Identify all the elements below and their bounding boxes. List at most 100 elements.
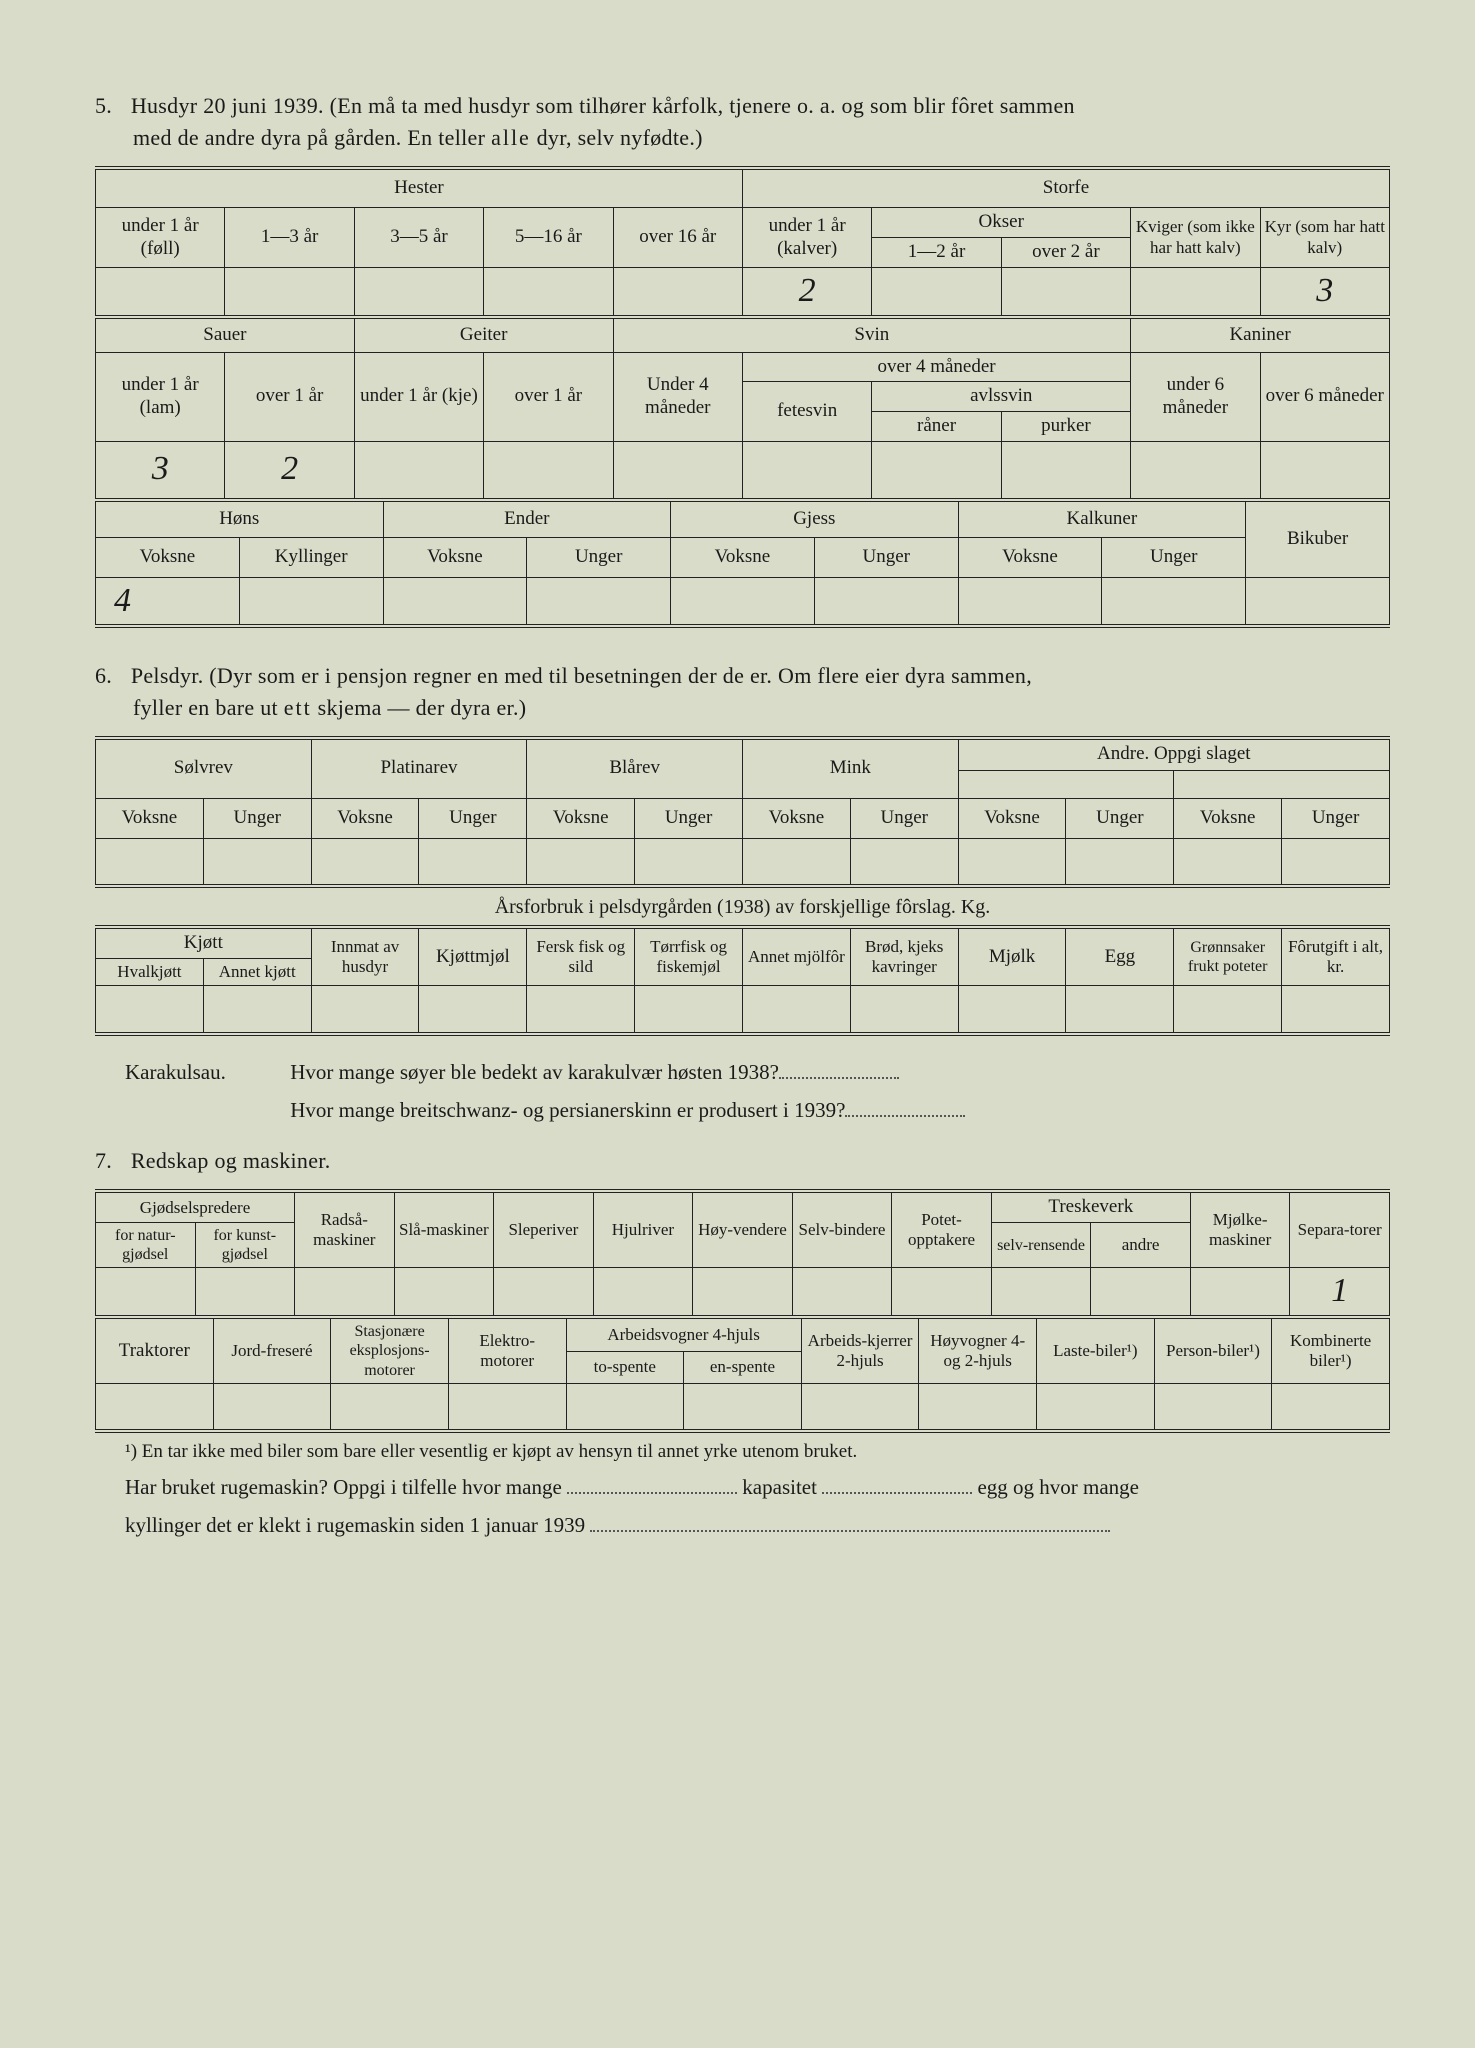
cell[interactable]: [311, 838, 419, 886]
table-husdyr-fjorfe: Høns Ender Gjess Kalkuner Bikuber Voksne…: [95, 501, 1390, 629]
cell[interactable]: [742, 986, 850, 1034]
cell[interactable]: [1190, 1268, 1290, 1317]
fill-line[interactable]: [822, 1475, 972, 1494]
cell[interactable]: [593, 1268, 693, 1317]
hd-arbeidsv: Arbeidsvogner 4-hjuls: [566, 1319, 801, 1351]
hd-v: Voksne: [96, 798, 204, 838]
footnote-biler: ¹) En tar ikke med biler som bare eller …: [95, 1441, 1390, 1463]
cell[interactable]: [494, 1268, 594, 1317]
cell[interactable]: [1174, 838, 1282, 886]
cell[interactable]: [613, 442, 742, 500]
cell[interactable]: [213, 1383, 331, 1431]
cell[interactable]: [684, 1383, 802, 1431]
cell[interactable]: [991, 1268, 1091, 1317]
cell[interactable]: [1246, 577, 1390, 626]
cell[interactable]: [527, 577, 671, 626]
cell[interactable]: [96, 986, 204, 1034]
cell[interactable]: [203, 838, 311, 886]
cell[interactable]: [1001, 267, 1130, 316]
fill-line[interactable]: [590, 1513, 1110, 1532]
cell[interactable]: [892, 1268, 992, 1317]
hd-o4m: over 4 måneder: [742, 352, 1130, 382]
fill-line[interactable]: [567, 1475, 737, 1494]
hd-hv: Voksne: [96, 537, 240, 577]
cell[interactable]: [527, 838, 635, 886]
cell[interactable]: [311, 986, 419, 1034]
cell[interactable]: [958, 838, 1066, 886]
cell[interactable]: [484, 267, 613, 316]
cell[interactable]: [1282, 986, 1390, 1034]
cell[interactable]: [225, 267, 354, 316]
val-kalver[interactable]: 2: [742, 267, 871, 316]
cell[interactable]: [693, 1268, 793, 1317]
cell[interactable]: [850, 838, 958, 886]
cell[interactable]: [331, 1383, 449, 1431]
cell[interactable]: [1272, 1383, 1390, 1431]
cell[interactable]: [958, 577, 1102, 626]
cell[interactable]: [527, 986, 635, 1034]
cell[interactable]: [354, 267, 483, 316]
cell[interactable]: [613, 267, 742, 316]
hd-okser-1-2: 1—2 år: [872, 238, 1001, 268]
cell[interactable]: [1154, 1383, 1272, 1431]
cell[interactable]: [566, 1383, 684, 1431]
cell[interactable]: [96, 267, 225, 316]
val-hons-v[interactable]: 4: [96, 577, 240, 626]
cell[interactable]: [872, 267, 1001, 316]
cell[interactable]: [1131, 442, 1260, 500]
hd-purker: purker: [1001, 412, 1130, 442]
cell[interactable]: [872, 442, 1001, 500]
fill-line[interactable]: [779, 1060, 899, 1079]
cell[interactable]: [958, 986, 1066, 1034]
cell[interactable]: [484, 442, 613, 500]
cell[interactable]: [1174, 986, 1282, 1034]
hd-innmat: Innmat av husdyr: [311, 927, 419, 986]
hd-gjodsel: Gjødselspredere: [96, 1191, 295, 1222]
cell[interactable]: [96, 1268, 196, 1317]
cell[interactable]: [635, 838, 743, 886]
cell[interactable]: [354, 442, 483, 500]
cell[interactable]: [295, 1268, 395, 1317]
cell[interactable]: [671, 577, 815, 626]
hd-v: Voksne: [311, 798, 419, 838]
cell[interactable]: [792, 1268, 892, 1317]
hd-arbeidsk: Arbeids-kjerrer 2-hjuls: [801, 1319, 919, 1384]
cell-andre-1[interactable]: [958, 770, 1174, 798]
cell[interactable]: [1001, 442, 1130, 500]
hd-o1-sau: over 1 år: [225, 352, 354, 441]
cell[interactable]: [742, 838, 850, 886]
hd-annet: Annet mjölfôr: [742, 927, 850, 986]
cell[interactable]: [195, 1268, 295, 1317]
cell[interactable]: [1131, 267, 1260, 316]
cell[interactable]: [1282, 838, 1390, 886]
cell[interactable]: [1066, 838, 1174, 886]
cell[interactable]: [1260, 442, 1389, 500]
val-sau-o1[interactable]: 2: [225, 442, 354, 500]
cell[interactable]: [850, 986, 958, 1034]
val-kyr[interactable]: 3: [1260, 267, 1389, 316]
cell[interactable]: [801, 1383, 919, 1431]
cell[interactable]: [635, 986, 743, 1034]
cell[interactable]: [814, 577, 958, 626]
cell-andre-2[interactable]: [1174, 770, 1390, 798]
cell[interactable]: [239, 577, 383, 626]
cell[interactable]: [919, 1383, 1037, 1431]
cell[interactable]: [203, 986, 311, 1034]
cell[interactable]: [1066, 986, 1174, 1034]
cell[interactable]: [1091, 1268, 1191, 1317]
ruge-l1c: egg og hvor mange: [977, 1475, 1139, 1499]
cell[interactable]: [96, 1383, 214, 1431]
cell[interactable]: [419, 986, 527, 1034]
cell[interactable]: [448, 1383, 566, 1431]
hd-jord: Jord-freseré: [213, 1319, 331, 1384]
cell[interactable]: [383, 577, 527, 626]
cell[interactable]: [742, 442, 871, 500]
val-lam[interactable]: 3: [96, 442, 225, 500]
cell[interactable]: [419, 838, 527, 886]
cell[interactable]: [96, 838, 204, 886]
cell[interactable]: [1037, 1383, 1155, 1431]
fill-line[interactable]: [845, 1098, 965, 1117]
cell[interactable]: [394, 1268, 494, 1317]
val-sep[interactable]: 1: [1290, 1268, 1390, 1317]
cell[interactable]: [1102, 577, 1246, 626]
